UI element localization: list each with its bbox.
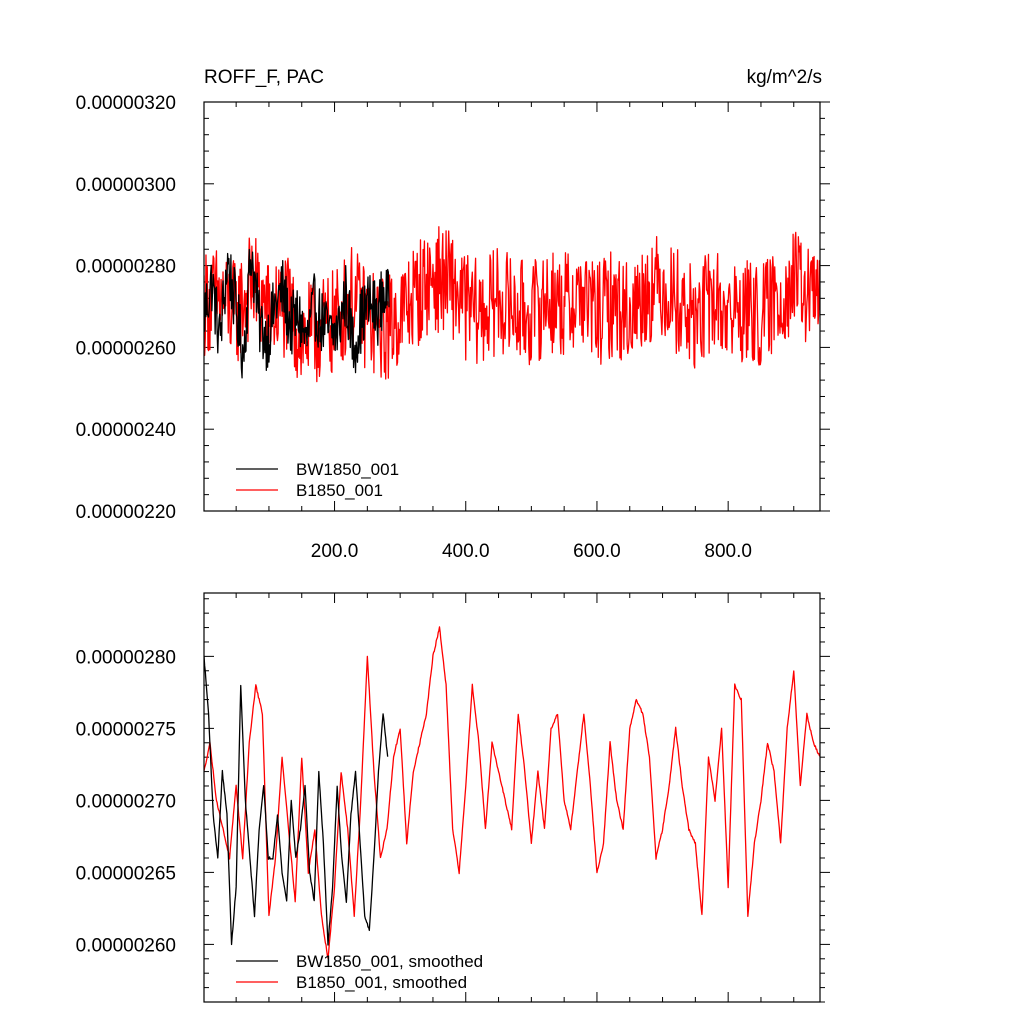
series-line-bw1850-001-smoothed xyxy=(204,655,389,946)
y-tick-label: 0.00000260 xyxy=(76,338,176,359)
series-line-b1850-001-smoothed xyxy=(204,626,820,959)
y-tick-label: 0.00000300 xyxy=(76,175,176,196)
y-tick-label: 0.00000220 xyxy=(76,502,176,523)
x-tick-label: 800.0 xyxy=(704,541,752,562)
smoothed-timeseries-panel: 0.00000260 0.00000265 0.00000270 0.00000275… xyxy=(76,592,830,1003)
y-tick-label: 0.00000280 xyxy=(76,257,176,278)
series-lines xyxy=(204,226,820,383)
series-lines xyxy=(204,626,820,959)
legend-label-b1850: B1850_001 xyxy=(296,481,383,500)
y-tick-label: 0.00000265 xyxy=(76,863,176,884)
series-line-b1850-001 xyxy=(204,226,820,383)
chart-title: ROFF_F, PAC xyxy=(204,67,324,88)
x-tick-label: 400.0 xyxy=(442,541,490,562)
y-tick-label: 0.00000270 xyxy=(76,791,176,812)
raw-timeseries-panel: ROFF_F, PAC kg/m^2/s 0.00000220 0.0000024… xyxy=(76,67,830,562)
y-tick-label: 0.00000280 xyxy=(76,647,176,668)
legend: BW1850_001, smoothed B1850_001, smoothed xyxy=(236,952,483,992)
y-tick-label: 0.00000320 xyxy=(76,93,176,114)
legend-label-b1850-smoothed: B1850_001, smoothed xyxy=(296,973,467,992)
y-tick-label: 0.00000240 xyxy=(76,420,176,441)
tick-labels: 0.00000220 0.00000240 0.00000260 0.00000280… xyxy=(76,93,752,562)
axis-ticks xyxy=(204,593,830,1003)
plot-frame xyxy=(203,101,821,512)
legend: BW1850_001 B1850_001 xyxy=(236,460,399,500)
tick-labels: 0.00000260 0.00000265 0.00000270 0.00000275… xyxy=(76,647,176,956)
y-tick-label: 0.00000260 xyxy=(76,935,176,956)
units-label: kg/m^2/s xyxy=(747,67,822,88)
x-tick-label: 200.0 xyxy=(311,541,359,562)
plot-frame xyxy=(203,592,821,1003)
y-tick-label: 0.00000275 xyxy=(76,719,176,740)
series-line-bw1850-001 xyxy=(204,248,390,379)
x-tick-label: 600.0 xyxy=(573,541,621,562)
legend-label-bw1850-smoothed: BW1850_001, smoothed xyxy=(296,952,483,971)
legend-label-bw1850: BW1850_001 xyxy=(296,460,399,479)
